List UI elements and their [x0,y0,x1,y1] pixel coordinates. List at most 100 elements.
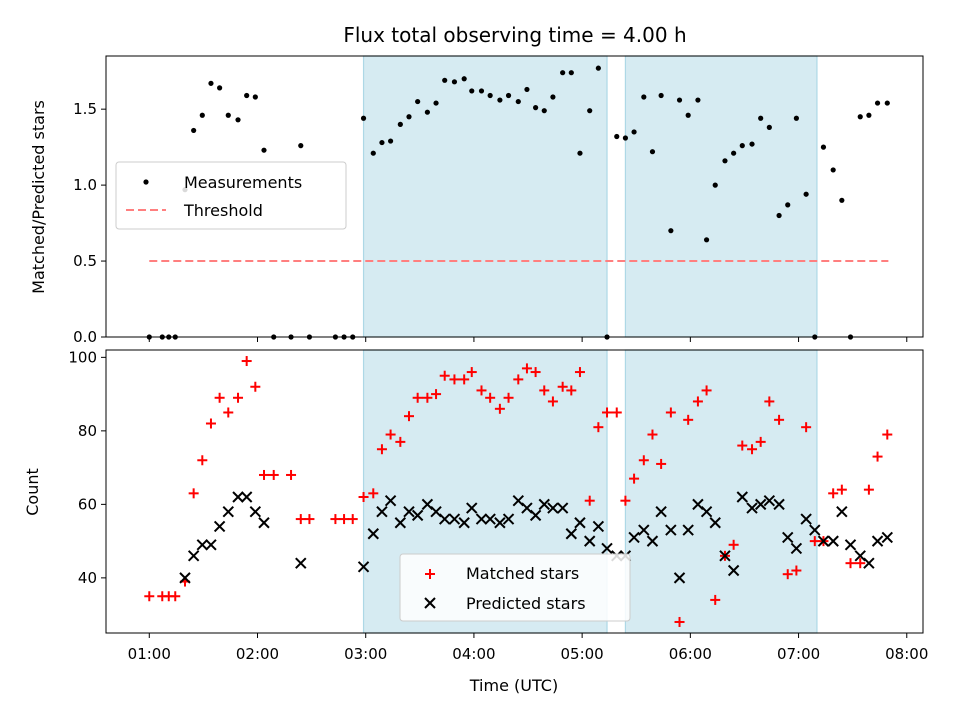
matched-star-point-45 [574,367,585,378]
matched-star-point-38 [513,374,524,385]
top-legend-box [115,161,347,230]
predicted-star-point-44 [655,506,667,518]
x-tick-label-6: 07:00 [777,645,820,663]
matched-star-point-25 [395,436,406,447]
matched-star-point-15 [286,469,297,480]
matched-star-point-11 [241,356,252,367]
predicted-star-point-20 [438,513,451,525]
bottom-x-ticks: 01:00 02:00 03:00 04:00 05:00 06:00 07:00 08:00 [128,633,928,663]
predicted-star-point-33 [556,502,569,514]
matched-star-point-19 [339,514,350,525]
x-tick-label-2: 03:00 [344,645,387,663]
predicted-star-point-3 [205,539,217,551]
predicted-star-point-32 [547,502,559,514]
measurement-point-35 [487,92,493,99]
measurement-point-44 [568,70,574,76]
matched-star-point-49 [611,407,622,418]
matched-star-point-69 [791,565,802,576]
predicted-star-point-10 [295,557,307,569]
matched-star-point-32 [459,374,470,385]
measurement-point-47 [595,65,601,71]
bottom-y-axis-label: Count [23,468,42,516]
matched-star-point-56 [674,616,685,627]
predicted-star-point-31 [538,498,550,511]
matched-star-point-70 [801,422,812,433]
matched-star-point-7 [205,418,216,429]
measurement-point-27 [415,98,421,105]
matched-star-point-55 [665,407,676,418]
measurement-point-43 [560,70,566,76]
matched-star-point-76 [855,558,866,569]
matched-star-point-39 [521,363,532,374]
top-y-ticks: 0.0 0.5 1.0 1.5 [73,100,106,346]
matched-star-point-13 [258,469,269,480]
legend-measurement-marker [143,179,149,185]
matched-star-point-35 [485,392,496,403]
predicted-star-point-53 [736,491,748,503]
matched-star-point-79 [882,429,893,440]
predicted-star-point-36 [584,535,596,547]
predicted-star-point-12 [367,528,379,540]
x-tick-label-4: 05:00 [561,645,604,663]
measurement-point-56 [676,97,683,103]
measurement-point-78 [874,100,881,106]
chart-title: Flux total observing time = 4.00 h [343,23,686,47]
predicted-star-point-54 [746,502,758,514]
predicted-star-point-11 [357,561,370,573]
measurement-point-5 [191,127,197,134]
measurement-point-22 [370,150,376,156]
measurement-point-21 [360,115,367,121]
measurement-point-55 [668,228,674,234]
matched-star-point-20 [347,514,358,525]
measurement-point-10 [235,117,241,123]
matched-star-point-3 [170,591,181,602]
x-tick-label-1: 02:00 [236,645,279,663]
measurement-point-54 [658,92,664,99]
measurement-point-73 [830,167,836,173]
matched-star-point-71 [809,536,820,547]
matched-star-point-53 [647,429,658,440]
matched-star-point-74 [836,484,847,495]
matched-star-point-8 [214,392,225,403]
bottom-y-tick-label-3: 100 [68,348,97,366]
bottom-y-tick-label-1: 60 [78,495,97,513]
predicted-star-point-14 [384,494,397,507]
matched-star-point-50 [620,495,631,506]
matched-star-point-33 [466,367,477,378]
matched-star-point-52 [638,455,649,466]
measurement-point-70 [803,191,809,197]
predicted-star-point-57 [773,498,785,511]
predicted-star-point-27 [502,513,515,525]
bottom-legend-box [399,553,631,622]
legend-matched-label: Matched stars [466,564,579,583]
top-shaded-interval-0 [362,55,608,338]
top-y-tick-label-0: 0.0 [73,328,97,346]
predicted-star-point-64 [836,506,848,518]
measurement-point-42 [550,94,556,100]
predicted-star-point-41 [628,531,640,544]
predicted-star-point-0 [179,572,191,584]
predicted-star-point-38 [601,542,613,555]
measurement-point-60 [712,182,718,188]
measurement-point-64 [749,141,755,147]
matched-star-point-29 [431,389,442,400]
bottom-y-tick-label-2: 80 [78,422,97,440]
matched-star-point-60 [710,594,721,605]
predicted-star-point-23 [466,502,478,514]
predicted-star-point-4 [213,520,226,533]
x-tick-label-5: 06:00 [669,645,712,663]
matched-star-point-41 [539,385,550,396]
top-legend: Measurements Threshold [115,161,347,230]
matched-star-point-40 [530,367,541,378]
measurement-point-57 [685,112,691,118]
matched-star-point-28 [422,392,433,403]
predicted-star-point-61 [809,524,821,536]
matched-star-point-0 [144,591,155,602]
predicted-star-point-60 [800,513,812,525]
top-y-tick-label-3: 1.5 [73,100,97,118]
predicted-star-point-42 [638,524,650,536]
top-y-tick-label-2: 1.0 [73,176,97,194]
predicted-star-point-15 [394,517,407,529]
matched-star-point-67 [774,414,785,425]
matched-star-point-17 [304,514,315,525]
